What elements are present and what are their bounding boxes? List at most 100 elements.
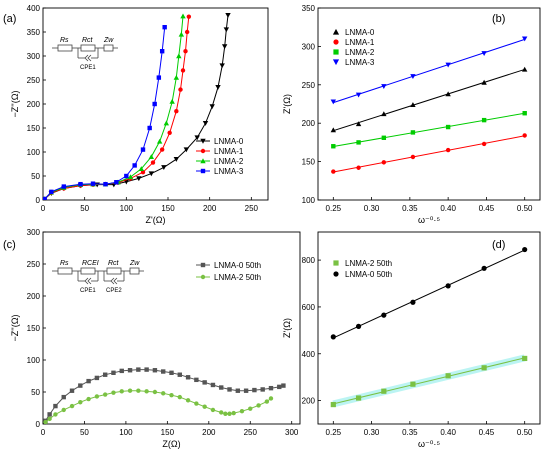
circuit-resistor — [106, 267, 122, 275]
y-tick-label: 250 — [27, 260, 41, 269]
series-layer — [330, 246, 528, 408]
data-point — [481, 51, 487, 57]
data-point — [202, 121, 209, 126]
data-point — [127, 174, 134, 180]
data-point — [281, 383, 286, 388]
data-point — [148, 154, 155, 159]
data-point — [210, 407, 216, 413]
data-point — [481, 141, 487, 147]
data-point — [148, 171, 155, 177]
x-tick-label: 0.35 — [402, 204, 418, 213]
data-point — [140, 147, 146, 152]
data-point — [47, 412, 52, 417]
data-point — [202, 380, 207, 385]
x-tick-label: 200 — [202, 428, 216, 437]
data-point — [61, 394, 66, 400]
legend-marker — [333, 39, 339, 45]
y-tick-label: 0 — [36, 420, 41, 429]
data-point — [215, 85, 221, 90]
circuit-cpe-label: CPE2 — [106, 288, 122, 294]
series-1 — [330, 354, 528, 408]
circuit-label: RCEI — [82, 260, 99, 267]
data-point — [225, 13, 231, 18]
circuit-cpe — [84, 54, 89, 62]
y-tick-label: 400 — [302, 350, 316, 359]
data-point — [169, 393, 174, 398]
y-tick-label: 150 — [27, 324, 41, 333]
data-point — [184, 29, 190, 35]
series-line — [45, 369, 284, 422]
y-tick-label: 150 — [27, 124, 41, 133]
circuit-warburg — [103, 44, 114, 52]
data-point — [152, 389, 158, 395]
series-line — [44, 27, 166, 200]
x-tick-label: 50 — [80, 428, 89, 437]
y-tick-label: 200 — [27, 100, 41, 109]
panel-2: 0.25 0.30 0.35 0.40 0.45 0.50 100 150 200 250 300 3… — [282, 4, 541, 225]
data-point — [94, 394, 100, 399]
fit-line — [333, 135, 525, 173]
circuit-cpe-label: CPE1 — [80, 65, 96, 71]
data-point — [227, 411, 232, 416]
data-point — [410, 74, 416, 80]
legend-marker — [200, 168, 206, 174]
legend-marker — [200, 274, 206, 280]
y-tick-label: 300 — [27, 228, 41, 237]
panel-tag: (c) — [3, 239, 16, 251]
series-2 — [330, 246, 528, 340]
series-2 — [43, 388, 274, 424]
data-point — [49, 189, 54, 195]
y-tick-label: 50 — [31, 388, 40, 397]
circuit-label: Rct — [108, 260, 120, 267]
y-tick-label: 300 — [302, 42, 316, 51]
data-point — [277, 384, 282, 390]
legend-label: LNMA-0 50th — [345, 270, 392, 279]
legend-marker — [333, 260, 339, 266]
data-point — [43, 196, 47, 200]
data-point — [522, 133, 527, 138]
data-point — [132, 163, 137, 168]
data-point — [264, 399, 270, 404]
data-point — [136, 176, 142, 182]
x-tick-label: 250 — [245, 204, 259, 213]
x-tick-label: 200 — [203, 204, 217, 213]
x-tick-label: 0.25 — [326, 428, 342, 437]
data-point — [522, 111, 527, 116]
data-point — [163, 120, 170, 126]
data-point — [180, 68, 186, 73]
equivalent-circuit: Rs Rct CPE1 Zw — [52, 37, 118, 71]
series-1 — [330, 66, 528, 133]
data-point — [194, 377, 199, 383]
legend-marker — [333, 49, 339, 55]
x-tick-label: 0 — [41, 428, 46, 437]
data-point — [381, 111, 387, 117]
y-tick-label: 200 — [302, 119, 316, 128]
data-point — [355, 395, 362, 401]
data-point — [223, 27, 230, 33]
circuit-cpe — [113, 277, 118, 285]
data-point — [156, 138, 163, 144]
data-point — [331, 144, 336, 149]
legend-marker — [332, 59, 340, 66]
data-point — [90, 181, 96, 186]
series-2 — [331, 133, 527, 174]
data-point — [481, 265, 487, 271]
data-point — [331, 169, 336, 174]
data-point — [114, 180, 119, 185]
data-point — [410, 102, 416, 107]
data-point — [219, 410, 224, 415]
data-point — [144, 389, 149, 394]
circuit-resistor — [57, 267, 73, 275]
data-point — [356, 165, 361, 170]
circuit-label: Rs — [60, 260, 69, 267]
data-point — [138, 166, 145, 171]
panel-3: 0 50 100 150 200 250 300 0 50 100 150 200 250 300 Z(Ω)… — [3, 228, 301, 449]
series-line — [44, 16, 190, 200]
x-axis-label: Z'(Ω) — [146, 215, 166, 225]
panel-4: 0.25 0.30 0.35 0.40 0.45 0.50 200 400 600 800 ω⁻⁰·… — [282, 231, 541, 449]
data-point — [185, 375, 191, 380]
y-tick-label: 250 — [302, 81, 316, 90]
legend-label: LNMA-3 — [214, 167, 244, 176]
legend-marker — [200, 158, 206, 164]
